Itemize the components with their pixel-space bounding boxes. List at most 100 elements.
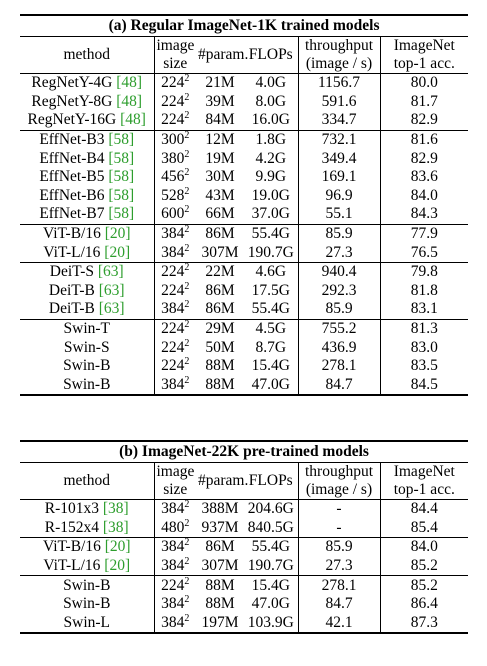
params-value: 88M — [205, 375, 235, 393]
table-body: R-101x3 [38] 3842 388M 204.6G -84.4 R-152x4 [… — [20, 499, 469, 635]
accuracy-value: 83.1 — [410, 300, 438, 318]
citation-link: [63] — [97, 263, 124, 281]
throughput-value: 436.9 — [321, 338, 357, 356]
flops-value: 8.0G — [255, 92, 287, 110]
table-row: EffNet-B3 [58] 3002 12M 1.8G 732.1 81.6 — [20, 129, 469, 150]
image-resolution-exponent: 2 — [184, 280, 190, 292]
params-value: 86M — [205, 300, 235, 318]
method-cell: Swin-T — [20, 318, 154, 339]
table-row: Swin-B 2242 88M 15.4G 278.1 83.5 — [20, 356, 469, 376]
method-name: DeiT-S — [49, 263, 94, 281]
image-size-cell: 3842 — [153, 374, 196, 397]
image-size-cell: 4802 — [153, 518, 196, 538]
params-cell: 43M — [196, 187, 244, 206]
image-size-cell: 2242 — [153, 357, 196, 376]
image-resolution: 380 — [161, 149, 185, 167]
throughput-cell: 85.9 — [297, 537, 380, 557]
throughput-cell: 278.1 — [297, 575, 380, 595]
header-image-size-bottom: size — [153, 481, 196, 500]
accuracy-cell: 83.6 — [379, 167, 469, 187]
method-name: RegNetY-16G — [27, 111, 117, 129]
image-resolution-exponent: 2 — [184, 374, 190, 386]
table-body: RegNetY-4G [48] 2242 21M 4.0G 1156.7 80.0 RegN… — [20, 73, 469, 397]
flops-value: 840.5G — [247, 518, 294, 536]
header-params: #param. — [196, 36, 248, 74]
citation-link: [63] — [98, 281, 125, 299]
accuracy-cell: 80.0 — [379, 73, 469, 93]
table-row: EffNet-B5 [58] 4562 30M 9.9G 169.1 83.6 — [20, 167, 469, 187]
method-name: Swin-S — [63, 338, 110, 356]
image-resolution-exponent: 2 — [184, 337, 190, 349]
image-resolution: 224 — [161, 281, 185, 299]
throughput-value: 591.6 — [321, 92, 357, 110]
params-cell: 88M — [196, 595, 244, 614]
params-cell: 307M — [196, 243, 244, 262]
accuracy-value: 82.9 — [410, 149, 438, 167]
table-row: R-101x3 [38] 3842 388M 204.6G -84.4 — [20, 499, 469, 519]
throughput-value: 55.1 — [325, 205, 353, 223]
params-value: 12M — [205, 131, 235, 149]
accuracy-cell: 81.6 — [379, 129, 469, 150]
table-row: Swin-B 3842 88M 47.0G 84.7 86.4 — [20, 595, 469, 614]
accuracy-value: 84.3 — [410, 205, 438, 223]
method-cell: EffNet-B6 [58] — [20, 187, 154, 206]
method-name: EffNet-B3 — [39, 131, 105, 149]
params-value: 22M — [205, 263, 235, 281]
header-flops: FLOPs — [244, 462, 298, 500]
flops-value: 103.9G — [247, 613, 294, 631]
header-method: method — [20, 36, 154, 74]
flops-value: 47.0G — [251, 375, 290, 393]
params-value: 66M — [205, 205, 235, 223]
flops-value: 37.0G — [251, 205, 290, 223]
throughput-cell: 42.1 — [297, 613, 380, 635]
image-size-cell: 3802 — [153, 149, 196, 168]
image-resolution: 224 — [161, 111, 185, 129]
accuracy-cell: 83.5 — [379, 356, 469, 376]
image-size-cell: 4562 — [153, 168, 196, 187]
params-value: 19M — [205, 149, 235, 167]
image-resolution-exponent: 2 — [184, 110, 190, 122]
throughput-value: 349.4 — [321, 149, 357, 167]
method-cell: EffNet-B7 [58] — [20, 205, 154, 224]
method-cell: R-152x4 [38] — [20, 519, 154, 538]
accuracy-value: 79.8 — [410, 263, 438, 281]
image-size-cell: 3842 — [153, 556, 196, 576]
citation-link: [58] — [108, 149, 135, 167]
params-value: 88M — [205, 595, 235, 613]
params-value: 86M — [205, 281, 235, 299]
table-row: RegNetY-4G [48] 2242 21M 4.0G 1156.7 80.0 — [20, 73, 469, 93]
accuracy-value: 81.3 — [410, 320, 438, 338]
image-resolution-exponent: 2 — [184, 499, 190, 511]
params-cell: 307M — [196, 557, 244, 576]
flops-cell: 15.4G — [244, 575, 298, 595]
throughput-cell: 85.9 — [297, 300, 380, 320]
method-name: Swin-B — [63, 357, 111, 375]
image-resolution-exponent: 2 — [184, 556, 190, 568]
throughput-cell: - — [297, 518, 380, 538]
flops-value: 4.5G — [255, 320, 287, 338]
method-name: EffNet-B4 — [39, 149, 105, 167]
image-resolution: 456 — [161, 168, 185, 186]
flops-value: 15.4G — [251, 576, 290, 594]
image-size-cell: 6002 — [153, 205, 196, 225]
params-cell: 21M — [196, 74, 244, 93]
params-cell: 30M — [196, 168, 244, 187]
flops-cell: 55.4G — [244, 300, 298, 319]
accuracy-cell: 82.9 — [379, 149, 469, 168]
method-cell: EffNet-B3 [58] — [20, 129, 154, 150]
accuracy-cell: 81.7 — [379, 92, 469, 112]
image-resolution: 224 — [161, 357, 185, 375]
method-cell: ViT-L/16 [20] — [20, 557, 154, 576]
params-value: 937M — [201, 518, 239, 536]
flops-value: 15.4G — [251, 357, 290, 375]
header-image-size-bottom: size — [153, 55, 196, 74]
accuracy-value: 81.7 — [410, 92, 438, 110]
accuracy-value: 77.9 — [410, 225, 438, 243]
accuracy-value: 83.6 — [410, 168, 438, 186]
throughput-cell: 940.4 — [297, 261, 380, 282]
table-row: Swin-L 3842 197M 103.9G 42.1 87.3 — [20, 613, 469, 635]
throughput-value: 27.3 — [325, 243, 353, 261]
image-resolution-exponent: 2 — [184, 73, 190, 85]
image-resolution-exponent: 2 — [184, 299, 190, 311]
